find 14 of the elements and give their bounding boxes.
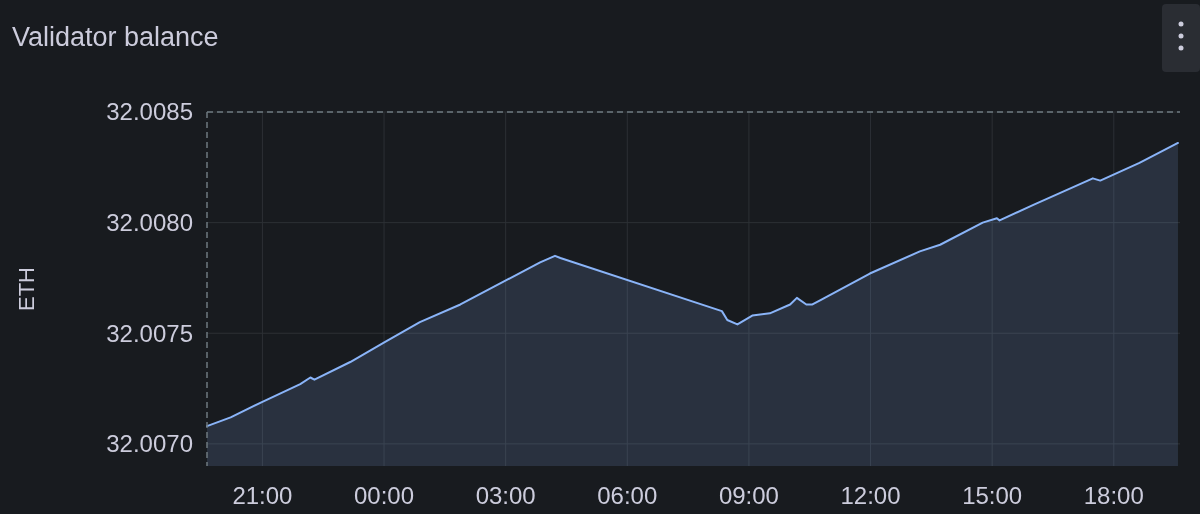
y-tick-label: 32.0080 <box>106 209 193 237</box>
y-tick-label: 32.0085 <box>106 98 193 126</box>
x-tick-label: 21:00 <box>232 482 293 509</box>
x-tick-label: 09:00 <box>718 482 779 509</box>
chart-title: Validator balance <box>12 22 219 52</box>
y-tick-label: 32.0070 <box>106 430 193 458</box>
y-axis-title: ETH <box>14 267 39 311</box>
x-tick-label: 15:00 <box>962 482 1023 509</box>
x-tick-label: 18:00 <box>1083 482 1144 509</box>
x-tick-label: 03:00 <box>475 482 536 509</box>
x-tick-label: 06:00 <box>597 482 658 509</box>
x-tick-label: 00:00 <box>354 482 415 509</box>
y-tick-label: 32.0075 <box>106 319 193 347</box>
x-tick-label: 12:00 <box>840 482 901 509</box>
